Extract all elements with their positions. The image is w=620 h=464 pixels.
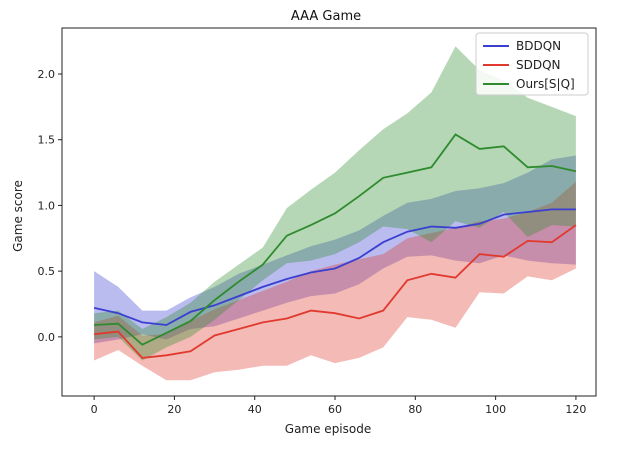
band-series-2 (94, 46, 576, 361)
y-axis-ticks: 0.0 0.5 1.0 1.5 2.0 (38, 68, 62, 344)
series-lines (93, 133, 577, 359)
confidence-bands (94, 46, 576, 381)
y-tick-label: 2.0 (38, 68, 56, 81)
line-series-0 (93, 208, 576, 326)
line-series-1 (94, 224, 577, 359)
x-tick-label: 40 (248, 403, 262, 416)
legend-box (475, 32, 589, 96)
plot-frame (61, 27, 597, 397)
y-tick-label: 0.0 (38, 331, 56, 344)
legend: BDDQN SDDQN Ours[S|Q] (475, 32, 589, 96)
x-tick-label: 120 (565, 403, 586, 416)
x-tick-label: 60 (328, 403, 342, 416)
line-series-2 (94, 133, 577, 346)
x-tick-label: 100 (485, 403, 506, 416)
y-axis-label: Game score (11, 180, 25, 252)
x-tick-label: 0 (91, 403, 98, 416)
band-series-0 (94, 155, 576, 344)
legend-label-1: SDDQN (516, 58, 561, 72)
x-tick-label: 80 (408, 403, 422, 416)
x-axis-ticks: 0 20 40 60 80 100 120 (91, 396, 586, 416)
chart-title: AAA Game (291, 9, 361, 24)
legend-label-0: BDDQN (516, 39, 561, 53)
x-axis-label: Game episode (285, 422, 371, 436)
band-series-1 (94, 181, 576, 381)
y-tick-label: 1.0 (38, 199, 56, 212)
x-tick-label: 20 (167, 403, 181, 416)
y-tick-label: 1.5 (38, 134, 56, 147)
y-tick-label: 0.5 (38, 265, 56, 278)
legend-label-2: Ours[S|Q] (516, 77, 575, 91)
